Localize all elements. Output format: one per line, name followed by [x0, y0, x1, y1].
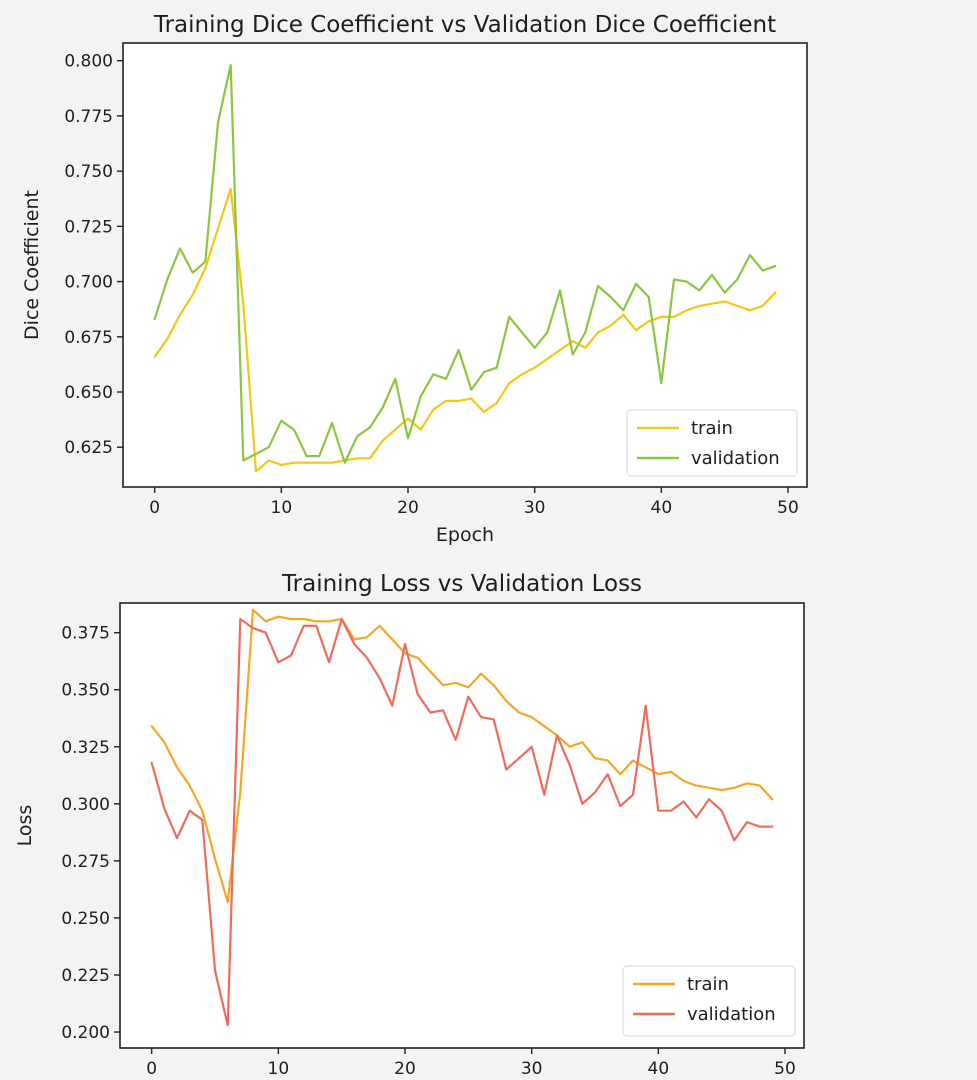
chart-title: Training Dice Coefficient vs Validation …: [153, 12, 776, 38]
series-line-train: [153, 187, 777, 473]
series-line-validation: [153, 63, 777, 464]
legend-label-train: train: [691, 418, 733, 439]
x-tick-label: 20: [397, 498, 419, 518]
y-tick-label: 0.675: [64, 328, 113, 348]
y-tick-label: 0.250: [61, 909, 110, 929]
y-tick-label: 0.350: [61, 681, 110, 701]
x-tick-label: 10: [268, 1059, 290, 1079]
chart-1: Training Dice Coefficient vs Validation …: [21, 12, 808, 546]
y-tick-label: 0.275: [61, 852, 110, 872]
x-axis-label: Epoch: [436, 524, 494, 546]
legend-label-validation: validation: [687, 1004, 776, 1025]
legend-label-validation: validation: [691, 448, 780, 469]
x-tick-label: 40: [651, 498, 673, 518]
y-tick-label: 0.375: [61, 624, 110, 644]
x-tick-label: 10: [271, 498, 293, 518]
y-tick-label: 0.775: [64, 107, 113, 127]
chart-title: Training Loss vs Validation Loss: [281, 571, 642, 597]
x-tick-label: 50: [777, 498, 799, 518]
y-axis-label: Loss: [14, 805, 36, 847]
y-tick-label: 0.725: [64, 217, 113, 237]
x-tick-label: 40: [648, 1059, 670, 1079]
legend: train validation: [626, 409, 798, 477]
legend: train validation: [622, 965, 796, 1037]
x-tick-label: 50: [774, 1059, 796, 1079]
x-tick-label: 0: [149, 498, 160, 518]
x-tick-label: 30: [521, 1059, 543, 1079]
legend-box: [626, 409, 798, 477]
y-tick-label: 0.325: [61, 738, 110, 758]
series-line-validation: [150, 617, 774, 1027]
y-tick-label: 0.650: [64, 383, 113, 403]
y-tick-label: 0.800: [64, 52, 113, 72]
x-tick-label: 20: [394, 1059, 416, 1079]
y-tick-label: 0.625: [64, 438, 113, 458]
chart-2: Training Loss vs Validation Loss 0.200 0.2…: [14, 571, 805, 1079]
y-tick-label: 0.700: [64, 273, 113, 293]
y-tick-label: 0.225: [61, 966, 110, 986]
x-tick-label: 0: [146, 1059, 157, 1079]
series-line-train: [150, 608, 774, 904]
y-tick-label: 0.300: [61, 795, 110, 815]
y-tick-label: 0.750: [64, 162, 113, 182]
y-tick-label: 0.200: [61, 1023, 110, 1043]
x-tick-label: 30: [524, 498, 546, 518]
legend-label-train: train: [687, 974, 729, 995]
y-axis-label: Dice Coefficient: [21, 190, 43, 340]
